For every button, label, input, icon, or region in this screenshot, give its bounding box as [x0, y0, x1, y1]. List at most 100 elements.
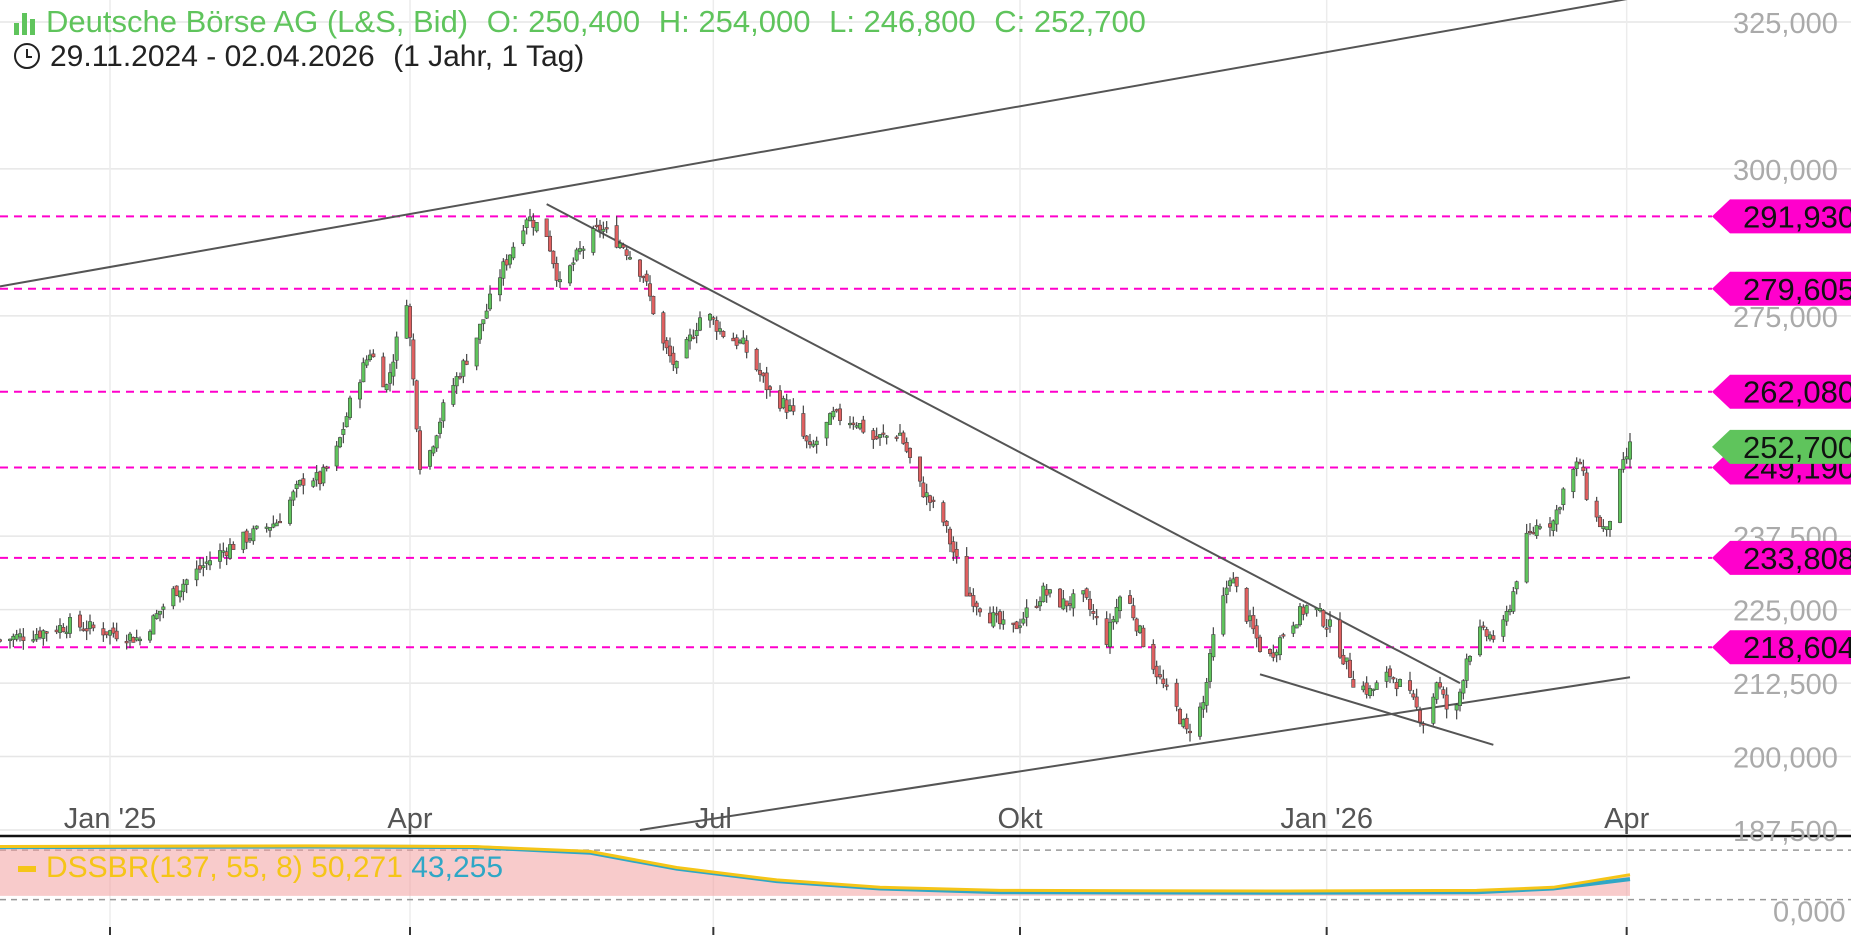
candle-body [571, 262, 576, 265]
instrument-name: Deutsche Börse AG (L&S, Bid) [46, 4, 469, 39]
candle-body [987, 612, 992, 624]
candle-body [1184, 717, 1189, 730]
candle-body [907, 447, 912, 458]
candle-body [1608, 521, 1613, 530]
date-range-row: 29.11.2024 - 02.04.2026 (1 Jahr, 1 Tag) [14, 40, 594, 74]
candle-body [317, 471, 322, 485]
candle-body [824, 421, 829, 439]
candle-body [1091, 611, 1096, 614]
candle-body [1158, 674, 1163, 678]
candle-body [1151, 643, 1156, 670]
candle-body [287, 499, 292, 524]
candle-body [1231, 578, 1236, 584]
candle-body [1621, 459, 1626, 470]
candle-body [1468, 655, 1473, 662]
candle-body [17, 633, 22, 638]
candle-body [497, 277, 502, 296]
candle-body [1418, 709, 1423, 723]
candle-body [371, 353, 376, 358]
candle-body [881, 432, 886, 435]
candle-body [511, 246, 516, 259]
candle-body [41, 630, 46, 639]
candle-body [741, 337, 746, 345]
candle-body [737, 340, 742, 344]
candle-body [134, 637, 139, 641]
candle-body [124, 641, 129, 644]
candle-body [34, 634, 39, 640]
candle-body [1134, 618, 1139, 632]
candle-body [661, 312, 666, 344]
candle-body [871, 430, 876, 440]
candle-body [1578, 461, 1583, 465]
candle-body [521, 230, 526, 245]
candle-body [1488, 634, 1493, 640]
candle-body [161, 606, 166, 610]
candle-body [454, 376, 459, 387]
candle-body [431, 446, 436, 454]
candle-body [138, 638, 143, 642]
candle-body [1291, 625, 1296, 634]
candle-body [531, 219, 536, 228]
level-badge [1712, 630, 1851, 665]
candle-body [88, 621, 93, 629]
x-tick-label: Jan '26 [1280, 803, 1373, 835]
candle-body [274, 522, 279, 527]
candle-body [1248, 615, 1253, 621]
candle-body [857, 422, 862, 429]
candle-body [597, 224, 602, 231]
candle-body [1421, 723, 1426, 726]
candle-body [411, 339, 416, 380]
candle-body [407, 306, 412, 338]
candle-body [854, 425, 859, 428]
candle-body [1511, 591, 1516, 612]
candle-body [84, 628, 89, 632]
level-badge [1712, 199, 1851, 234]
candle-body [604, 227, 609, 230]
candle-body [461, 360, 466, 377]
candlestick-icon [14, 11, 36, 35]
candle-body [644, 273, 649, 282]
candle-body [884, 435, 889, 438]
clock-icon [14, 43, 40, 69]
candle-body [647, 283, 652, 297]
candle-body [1314, 608, 1319, 611]
candle-body [507, 254, 512, 265]
current-price-badge [1712, 429, 1851, 464]
candle-body [57, 625, 62, 633]
candle-body [637, 259, 642, 277]
candle-body [1374, 682, 1379, 690]
candle-body [714, 320, 719, 332]
x-tick-label: Jul [695, 803, 732, 835]
candle-body [184, 579, 189, 585]
candle-body [114, 630, 119, 640]
candle-body [337, 437, 342, 448]
candle-body [1138, 625, 1143, 633]
candle-body [1271, 652, 1276, 658]
level-badge [1712, 540, 1851, 575]
trendline [546, 203, 1461, 684]
candle-body [804, 435, 809, 442]
candle-body [474, 337, 479, 367]
candle-body [674, 361, 679, 369]
candle-body [1064, 600, 1069, 607]
candle-body [1508, 609, 1513, 613]
candle-body [551, 250, 556, 265]
candle-body [1048, 589, 1053, 594]
candle-body [194, 568, 199, 581]
candle-body [974, 602, 979, 608]
candle-body [944, 521, 949, 527]
candle-body [641, 275, 646, 279]
candle-body [178, 590, 183, 598]
candle-body [1294, 624, 1299, 629]
candle-body [1011, 622, 1016, 625]
candle-body [717, 328, 722, 332]
candle-body [154, 613, 159, 619]
candle-body [1351, 679, 1356, 688]
level-label: 218,604 [1743, 630, 1851, 665]
candle-body [1058, 588, 1063, 608]
candle-body [764, 372, 769, 391]
candle-body [1244, 587, 1249, 622]
candle-body [504, 259, 509, 266]
indicator-value-blue: 43,255 [411, 851, 504, 884]
